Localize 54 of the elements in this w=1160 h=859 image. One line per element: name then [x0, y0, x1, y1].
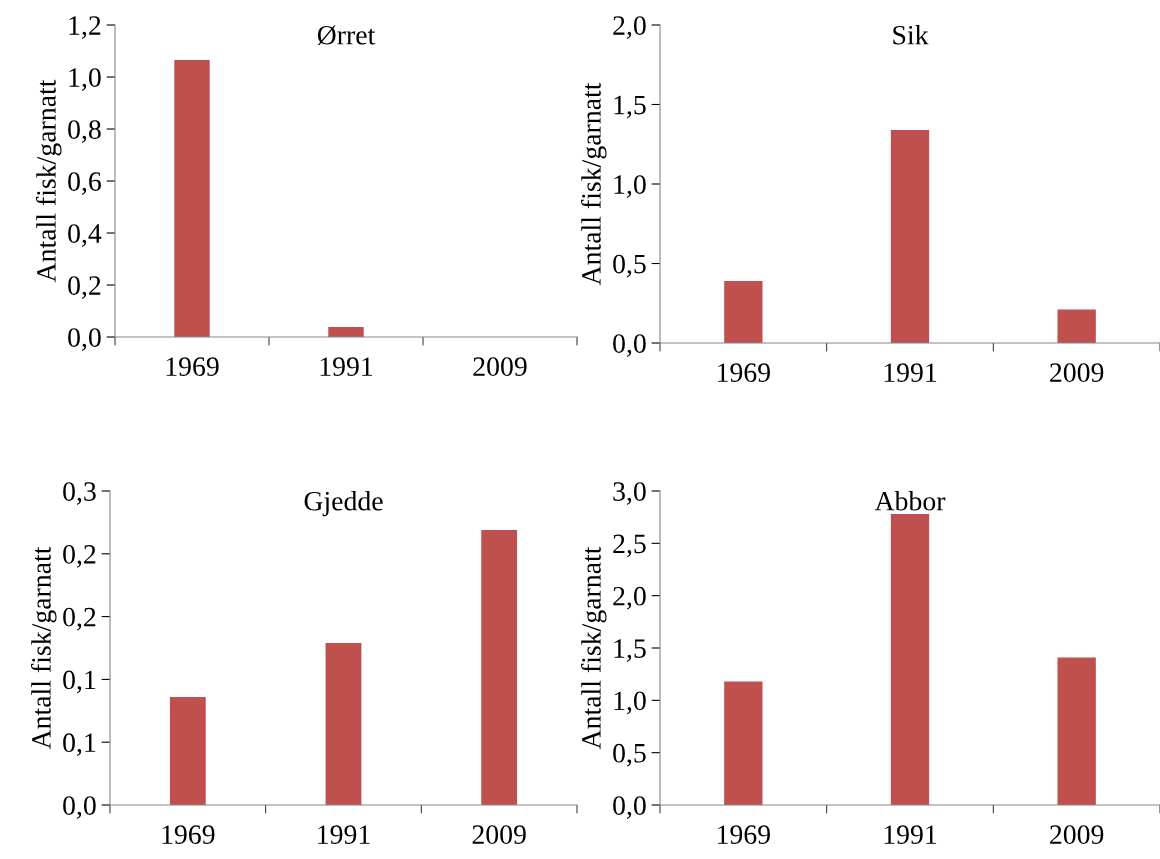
x-tick-label: 2009	[1050, 363, 1104, 382]
x-tick-label: 2009	[1050, 825, 1104, 844]
bar	[724, 681, 763, 805]
y-tick-label: 0,8	[68, 120, 101, 143]
x-tick-label: 1991	[884, 825, 937, 844]
y-tick-label: 0,2	[63, 607, 96, 631]
y-tick-label: 0,2	[68, 276, 101, 299]
y-tick-label: 0,6	[68, 172, 101, 195]
bar	[1057, 309, 1096, 343]
bar	[481, 529, 518, 805]
x-tick-label: 2009	[472, 825, 526, 844]
y-tick-label: 1,5	[614, 95, 646, 119]
y-tick-label: 3,0	[613, 482, 646, 505]
y-tick-label: 2,0	[613, 16, 646, 39]
y-tick-label: 0,4	[68, 224, 102, 247]
x-tick-label: 2009	[473, 357, 527, 376]
y-tick-label: 1,5	[614, 639, 646, 662]
y-tick-label: 0,1	[63, 670, 96, 694]
x-tick-label: 1991	[318, 825, 370, 844]
y-tick-label: 0,1	[63, 733, 96, 757]
y-tick-label: 1,0	[614, 691, 646, 715]
y-axis-title: Antall fisk/garnatt	[30, 546, 57, 750]
y-axis-title: Antall fisk/garnatt	[580, 546, 607, 750]
y-tick-label: 0,5	[613, 254, 646, 278]
chart-title: Gjedde	[304, 491, 383, 517]
x-tick-label: 1969	[162, 825, 215, 844]
y-tick-label: 0,0	[613, 796, 646, 819]
bar	[325, 642, 362, 805]
y-tick-label: 0,5	[613, 743, 646, 767]
y-tick-label: 2,5	[613, 534, 646, 558]
y-tick-label: 0,2	[63, 544, 96, 568]
y-tick-label: 0,3	[63, 482, 96, 505]
y-tick-label: 0,0	[613, 334, 646, 357]
y-tick-label: 1,0	[69, 68, 101, 91]
y-tick-label: 0,0	[63, 796, 96, 819]
y-tick-label: 1,2	[69, 16, 101, 39]
bar	[890, 514, 930, 805]
y-axis-title: Antall fisk/garnatt	[580, 82, 607, 286]
bar	[724, 280, 763, 343]
y-tick-label: 1,0	[614, 175, 646, 198]
x-tick-label: 1969	[718, 363, 770, 382]
x-tick-label: 1991	[884, 363, 937, 382]
chart-title: Sik	[893, 25, 929, 45]
x-tick-label: 1969	[166, 357, 219, 376]
bar	[169, 696, 206, 805]
x-tick-label: 1991	[320, 357, 373, 376]
y-axis-title: Antall fisk/garnatt	[35, 79, 62, 283]
bar	[1057, 657, 1096, 805]
x-tick-label: 1969	[718, 825, 770, 844]
chart-title: Abbor	[874, 491, 946, 511]
chart-title: Ørret	[317, 25, 376, 46]
y-tick-label: 2,0	[613, 586, 646, 610]
y-tick-label: 0,0	[68, 328, 101, 351]
bar	[890, 129, 930, 343]
